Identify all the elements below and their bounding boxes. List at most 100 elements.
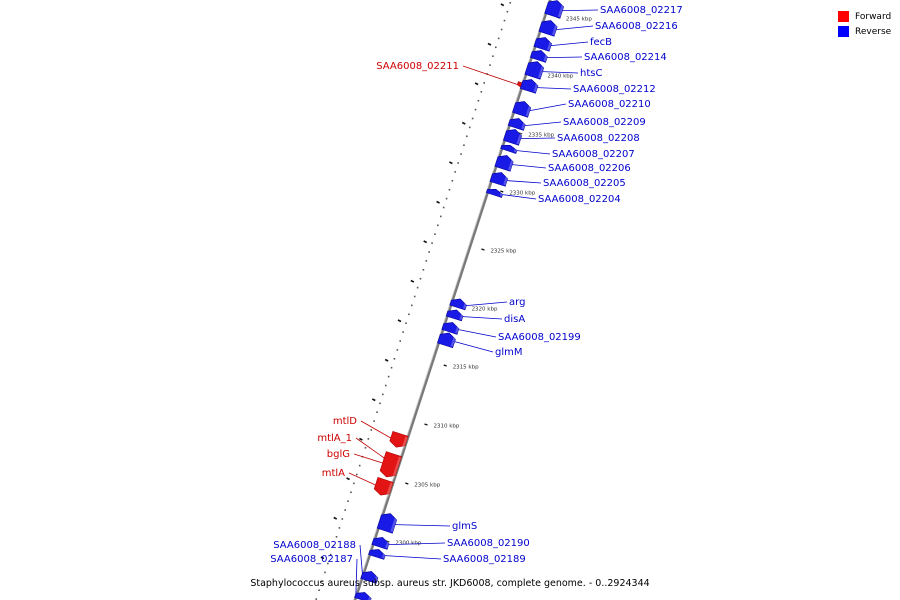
- gene-label-saa6008-02204[interactable]: SAA6008_02204: [538, 194, 621, 205]
- gene-label-saa6008-02208[interactable]: SAA6008_02208: [557, 133, 640, 144]
- gene-label-saa6008-02211[interactable]: SAA6008_02211: [376, 61, 459, 72]
- ruler-dot: [321, 580, 323, 583]
- gene-label-fecb[interactable]: fecB: [590, 37, 612, 48]
- gene-label-saa6008-02210[interactable]: SAA6008_02210: [568, 99, 651, 110]
- ruler-dot: [448, 188, 451, 191]
- gene-shade-saa6008-02199: [455, 325, 460, 334]
- gene-feature-glms[interactable]: [376, 513, 398, 534]
- gene-label-mtla-1[interactable]: mtlA_1: [317, 433, 352, 444]
- gene-label-saa6008-02189[interactable]: SAA6008_02189: [443, 554, 526, 565]
- gene-shade-arg: [463, 301, 468, 309]
- gene-shade-fecb: [547, 40, 553, 51]
- ruler-dash: [410, 279, 415, 283]
- ruler-dot: [419, 277, 422, 280]
- gene-feature-saa6008-02199[interactable]: [441, 322, 460, 335]
- gene-feature-saa6008-02216[interactable]: [538, 20, 558, 37]
- gene-feature-saa6008-02212[interactable]: [519, 79, 539, 94]
- tick-mark: [443, 364, 447, 367]
- gene-label-saa6008-02190[interactable]: SAA6008_02190: [447, 538, 530, 549]
- ruler-dot: [451, 180, 454, 182]
- gene-label-saa6008-02188[interactable]: SAA6008_02188: [273, 540, 356, 551]
- gene-feature-mtld[interactable]: [389, 431, 409, 448]
- gene-label-saa6008-02187[interactable]: SAA6008_02187: [270, 554, 353, 565]
- gene-feature-bglg[interactable]: [379, 451, 402, 478]
- ruler-dot: [355, 473, 358, 476]
- gene-feature-saa6008-02189[interactable]: [368, 549, 386, 560]
- ruler-dash: [346, 477, 350, 481]
- gene-feature-saa6008-02207[interactable]: [500, 144, 518, 154]
- leader-mtla-1: [355, 437, 385, 459]
- gene-feature-saa6008-02205[interactable]: [489, 172, 509, 187]
- features-layer[interactable]: [354, 0, 565, 600]
- gene-feature-glmm[interactable]: [437, 332, 456, 349]
- gene-feature-saa6008-02217[interactable]: [544, 0, 565, 19]
- gene-feature-mtla[interactable]: [373, 477, 394, 496]
- gene-label-saa6008-02205[interactable]: SAA6008_02205: [543, 178, 626, 189]
- ruler-dot: [442, 206, 445, 209]
- ruler-dot: [379, 402, 381, 405]
- gene-label-bglg[interactable]: bglG: [327, 449, 350, 460]
- gene-label-saa6008-02216[interactable]: SAA6008_02216: [595, 21, 678, 32]
- gene-feature-saa6008-02209[interactable]: [507, 118, 526, 131]
- gene-label-saa6008-02214[interactable]: SAA6008_02214: [584, 52, 667, 63]
- gene-label-mtla[interactable]: mtlA: [322, 468, 345, 479]
- legend-item-forward: Forward: [838, 9, 891, 24]
- gene-feature-arg[interactable]: [449, 298, 467, 311]
- leader-saa6008-02188: [359, 544, 363, 574]
- gene-label-saa6008-02212[interactable]: SAA6008_02212: [573, 84, 656, 95]
- gene-feature-saa6008-02208[interactable]: [503, 129, 523, 146]
- ruler-dot: [318, 589, 320, 591]
- tick-mark: [424, 423, 428, 426]
- ruler-dot: [332, 544, 335, 547]
- gene-feature-saa6008-02210[interactable]: [512, 101, 532, 118]
- genome-caption: Staphylococcus aureus subsp. aureus str.…: [250, 578, 650, 589]
- tick-label: 2305 kbp: [414, 483, 440, 489]
- gene-label-htsc[interactable]: htsC: [580, 68, 602, 79]
- gene-label-saa6008-02207[interactable]: SAA6008_02207: [552, 149, 635, 160]
- ruler-dot: [384, 384, 387, 387]
- ruler-dash: [359, 437, 363, 441]
- gene-feature-saa6008-02204[interactable]: [486, 188, 503, 198]
- gene-feature-saa6008-02206[interactable]: [494, 155, 514, 172]
- tick-label: 2310 kbp: [434, 424, 460, 430]
- legend-swatch-reverse: [838, 26, 849, 37]
- gene-feature-disa[interactable]: [445, 309, 464, 322]
- gene-labels-layer[interactable]: SAA6008_02217 SAA6008_02216 fecB SAA6008_02…: [270, 5, 683, 565]
- ruler-dot: [399, 340, 402, 342]
- ruler-dash: [423, 240, 428, 244]
- ruler-dot: [327, 562, 329, 565]
- gene-label-mtld[interactable]: mtlD: [333, 416, 357, 427]
- gene-label-disa[interactable]: disA: [504, 314, 525, 325]
- gene-feature-saa6008-02190[interactable]: [371, 537, 390, 550]
- gene-label-glmm[interactable]: glmM: [495, 347, 523, 358]
- gene-label-glms[interactable]: glmS: [452, 521, 477, 532]
- tick-label: 2330 kbp: [509, 191, 535, 197]
- gene-label-saa6008-02209[interactable]: SAA6008_02209: [563, 117, 646, 128]
- gene-label-saa6008-02206[interactable]: SAA6008_02206: [548, 163, 631, 174]
- gene-shade-saa6008-02205: [503, 175, 509, 186]
- tick-label: 2340 kbp: [547, 74, 573, 80]
- tick-label: 2300 kbp: [395, 541, 421, 547]
- gene-label-saa6008-02217[interactable]: SAA6008_02217: [600, 5, 683, 16]
- gene-shade-saa6008-02190: [385, 540, 390, 549]
- gene-shade-saa6008-02188: [374, 574, 379, 583]
- gene-feature-saa6008-02187[interactable]: [354, 592, 372, 600]
- gene-label-saa6008-02199[interactable]: SAA6008_02199: [498, 332, 581, 343]
- ruler-dot: [480, 91, 483, 93]
- tick-label: 2335 kbp: [528, 133, 554, 139]
- ruler-dot: [402, 331, 404, 333]
- ruler-dot: [497, 37, 500, 40]
- gene-feature-fecb[interactable]: [533, 37, 553, 52]
- gene-feature-htsc[interactable]: [524, 61, 545, 80]
- gene-shade-saa6008-02214: [543, 53, 549, 62]
- gene-shade-saa6008-02189: [381, 552, 386, 559]
- gene-shade-saa6008-02187: [368, 595, 372, 600]
- gene-feature-saa6008-02214[interactable]: [530, 50, 548, 63]
- leader-saa6008-02211: [462, 65, 518, 85]
- ruler-dot: [463, 144, 465, 146]
- gene-label-arg[interactable]: arg: [509, 297, 525, 308]
- leader-saa6008-02205: [507, 180, 542, 184]
- ruler-dot: [396, 349, 399, 351]
